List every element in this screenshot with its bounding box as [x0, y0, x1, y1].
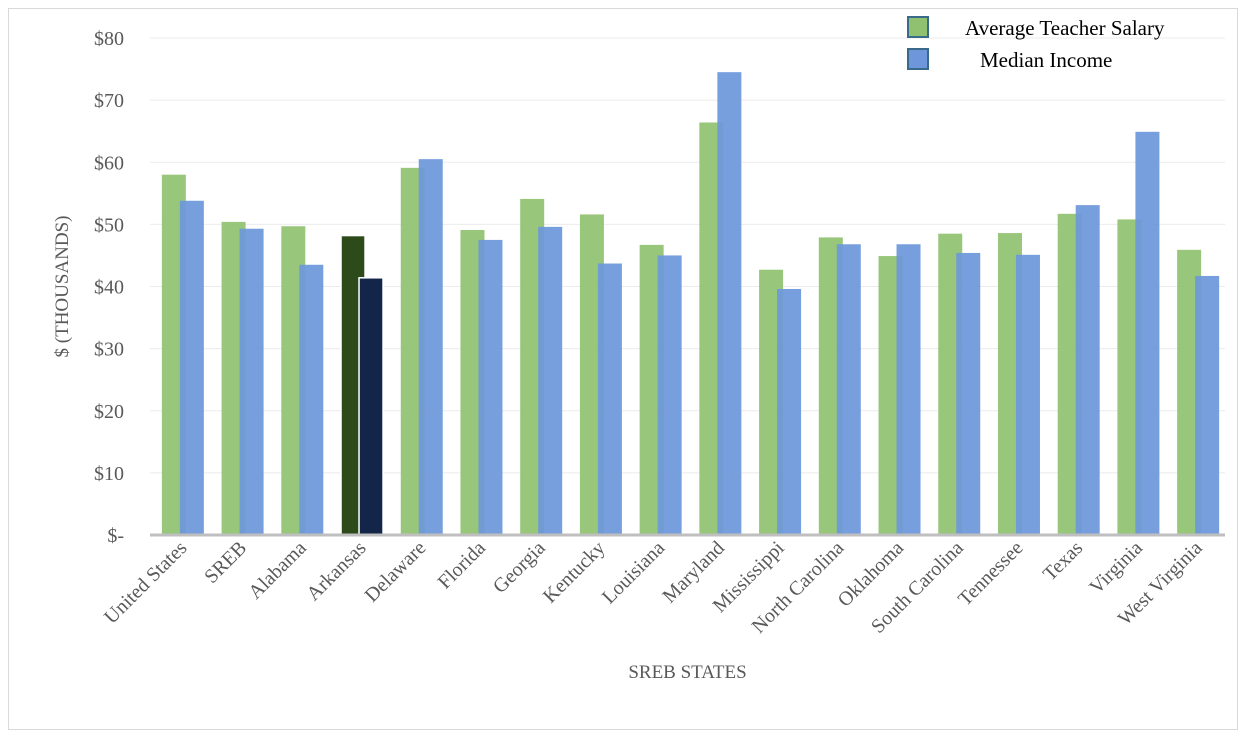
gridlines [150, 37, 1225, 474]
x-tick-label-united-states: United States [100, 537, 192, 629]
bar-median-income-arkansas [358, 277, 384, 536]
bar-median-income-oklahoma [896, 244, 921, 535]
bar-median-income-texas [1075, 205, 1100, 535]
bar-median-income-alabama [299, 264, 324, 535]
x-axis-title: SREB STATES [628, 662, 746, 683]
bar-median-income-west-virginia [1195, 275, 1220, 535]
x-tick-label-kentucky: Kentucky [539, 537, 610, 608]
x-tick-label-delaware: Delaware [361, 537, 431, 607]
bar-median-income-delaware [418, 159, 443, 536]
y-tick-label: $- [107, 525, 124, 547]
bar-median-income-sreb [239, 228, 264, 535]
bar-median-income-georgia [538, 226, 563, 536]
y-tick-label: $70 [94, 90, 124, 112]
x-tick-label-alabama: Alabama [244, 537, 311, 604]
bar-median-income-tennessee [1015, 254, 1040, 535]
bar-median-income-mississippi [777, 288, 802, 535]
legend: Average Teacher Salary Median Income [907, 16, 1165, 72]
bar-median-income-north-carolina [836, 244, 861, 535]
bar-median-income-florida [478, 239, 503, 535]
y-tick-label: $20 [94, 401, 124, 423]
y-tick-label: $80 [94, 28, 124, 50]
bars [161, 72, 1220, 536]
x-tick-label-louisiana: Louisiana [598, 537, 669, 608]
x-tick-label-georgia: Georgia [489, 537, 550, 598]
y-tick-label: $10 [94, 463, 124, 485]
legend-label-median-income: Median Income [980, 48, 1112, 72]
x-tick-label-texas: Texas [1039, 537, 1087, 585]
bar-median-income-maryland [717, 72, 742, 535]
bar-median-income-south-carolina [956, 252, 981, 535]
legend-swatch-average-teacher-salary [907, 16, 929, 38]
bar-median-income-united-states [179, 200, 204, 535]
legend-swatch-median-income [907, 48, 929, 70]
x-tick-label-florida: Florida [434, 537, 490, 593]
legend-label-average-teacher-salary: Average Teacher Salary [965, 16, 1165, 40]
x-axis-ticks: United States SREBAlabamaArkansasDelaware… [100, 537, 1207, 638]
x-tick-label-arkansas: Arkansas [302, 537, 370, 605]
y-axis-title: $ (THOUSANDS) [52, 216, 73, 358]
y-tick-label: $30 [94, 339, 124, 361]
bar-median-income-virginia [1135, 131, 1160, 535]
y-tick-label: $50 [94, 214, 124, 236]
x-tick-label-tennessee: Tennessee [954, 537, 1028, 611]
y-tick-label: $40 [94, 277, 124, 299]
bar-median-income-kentucky [597, 263, 622, 535]
y-axis-ticks: $- $10 $20 $30 $40 $50 $60 $70 $80 [94, 28, 124, 547]
bar-median-income-louisiana [657, 255, 682, 535]
x-tick-label-sreb: SREB [200, 537, 251, 588]
y-tick-label: $60 [94, 152, 124, 174]
